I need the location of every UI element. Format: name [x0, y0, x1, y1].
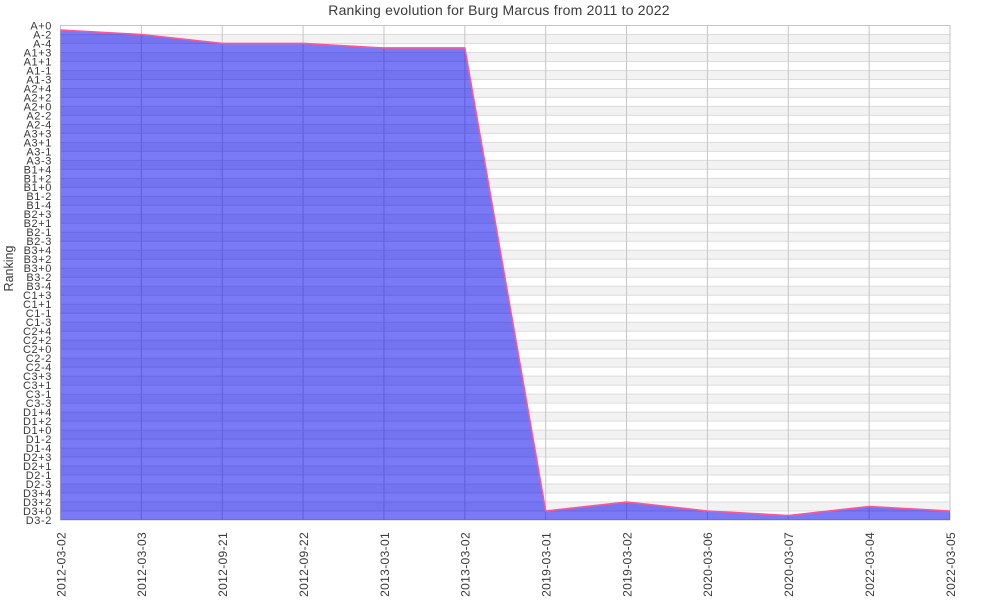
svg-text:B3+4: B3+4 — [24, 245, 52, 257]
svg-text:A2+2: A2+2 — [24, 92, 52, 104]
svg-text:D3+2: D3+2 — [23, 497, 52, 509]
svg-text:2022-03-04: 2022-03-04 — [863, 532, 877, 597]
svg-text:2013-03-01: 2013-03-01 — [378, 532, 392, 597]
svg-text:A3+1: A3+1 — [24, 137, 52, 149]
svg-text:2012-03-02: 2012-03-02 — [54, 532, 68, 597]
svg-text:D1+2: D1+2 — [23, 416, 52, 428]
svg-text:B1-2: B1-2 — [26, 191, 52, 203]
svg-text:C3-1: C3-1 — [26, 389, 52, 401]
svg-text:B1+4: B1+4 — [24, 164, 52, 176]
svg-text:B3-4: B3-4 — [26, 281, 52, 293]
svg-text:A3+3: A3+3 — [24, 128, 52, 140]
svg-text:A-2: A-2 — [33, 29, 52, 41]
svg-text:A2-4: A2-4 — [26, 119, 52, 131]
svg-text:2013-03-02: 2013-03-02 — [459, 532, 473, 597]
svg-text:2020-03-07: 2020-03-07 — [782, 532, 796, 597]
svg-text:B1-4: B1-4 — [26, 200, 52, 212]
svg-text:C2+2: C2+2 — [23, 335, 52, 347]
svg-text:D1+4: D1+4 — [23, 407, 52, 419]
svg-text:Ranking: Ranking — [2, 246, 16, 292]
svg-text:A-4: A-4 — [33, 38, 52, 50]
svg-text:2022-03-05: 2022-03-05 — [944, 532, 958, 597]
svg-text:2019-03-01: 2019-03-01 — [539, 532, 553, 597]
svg-text:A1-3: A1-3 — [26, 74, 52, 86]
svg-text:Ranking evolution for Burg Mar: Ranking evolution for Burg Marcus from 2… — [328, 2, 669, 18]
svg-text:B3-2: B3-2 — [26, 272, 52, 284]
svg-text:B1+0: B1+0 — [24, 182, 52, 194]
svg-text:A2+0: A2+0 — [24, 101, 52, 113]
svg-text:D2+3: D2+3 — [23, 452, 52, 464]
svg-text:C1-3: C1-3 — [26, 317, 52, 329]
svg-text:B3+0: B3+0 — [24, 263, 52, 275]
svg-text:B2+3: B2+3 — [24, 209, 52, 221]
svg-text:C1+3: C1+3 — [23, 290, 52, 302]
svg-text:D1-2: D1-2 — [26, 434, 52, 446]
svg-text:C3+3: C3+3 — [23, 371, 52, 383]
svg-text:C2+4: C2+4 — [23, 326, 52, 338]
svg-text:D3+0: D3+0 — [23, 506, 52, 518]
svg-text:A1+3: A1+3 — [24, 47, 52, 59]
svg-text:D2-1: D2-1 — [26, 470, 52, 482]
svg-text:2020-03-06: 2020-03-06 — [701, 532, 715, 597]
svg-text:A+0: A+0 — [30, 20, 52, 32]
svg-text:A2+4: A2+4 — [24, 83, 52, 95]
svg-text:A3-3: A3-3 — [26, 155, 52, 167]
svg-text:C1-1: C1-1 — [26, 308, 52, 320]
svg-text:C3-3: C3-3 — [26, 398, 52, 410]
svg-text:B2+1: B2+1 — [24, 218, 52, 230]
svg-text:C2-2: C2-2 — [26, 353, 52, 365]
svg-text:2012-03-03: 2012-03-03 — [135, 532, 149, 597]
svg-text:C2-4: C2-4 — [26, 362, 52, 374]
svg-text:C2+0: C2+0 — [23, 344, 52, 356]
svg-text:D3-2: D3-2 — [26, 515, 52, 527]
svg-text:A3-1: A3-1 — [26, 146, 52, 158]
svg-text:A1-1: A1-1 — [26, 65, 52, 77]
svg-text:B2-3: B2-3 — [26, 236, 52, 248]
svg-text:D2-3: D2-3 — [26, 479, 52, 491]
svg-text:D3+4: D3+4 — [23, 488, 52, 500]
svg-text:A1+1: A1+1 — [24, 56, 52, 68]
svg-text:B1+2: B1+2 — [24, 173, 52, 185]
svg-text:B2-1: B2-1 — [26, 227, 52, 239]
svg-text:B3+2: B3+2 — [24, 254, 52, 266]
svg-text:A2-2: A2-2 — [26, 110, 52, 122]
svg-text:C1+1: C1+1 — [23, 299, 52, 311]
svg-text:D2+1: D2+1 — [23, 461, 52, 473]
svg-text:2019-03-02: 2019-03-02 — [620, 532, 634, 597]
svg-text:2012-09-22: 2012-09-22 — [297, 532, 311, 597]
svg-text:D1-4: D1-4 — [26, 443, 52, 455]
svg-text:C3+1: C3+1 — [23, 380, 52, 392]
svg-text:2012-09-21: 2012-09-21 — [216, 532, 230, 597]
svg-text:D1+0: D1+0 — [23, 425, 52, 437]
